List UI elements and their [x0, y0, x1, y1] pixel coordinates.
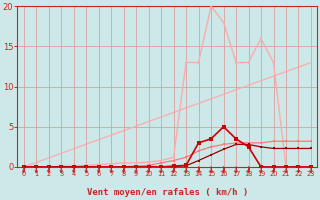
X-axis label: Vent moyen/en rafales ( km/h ): Vent moyen/en rafales ( km/h ): [87, 188, 248, 197]
